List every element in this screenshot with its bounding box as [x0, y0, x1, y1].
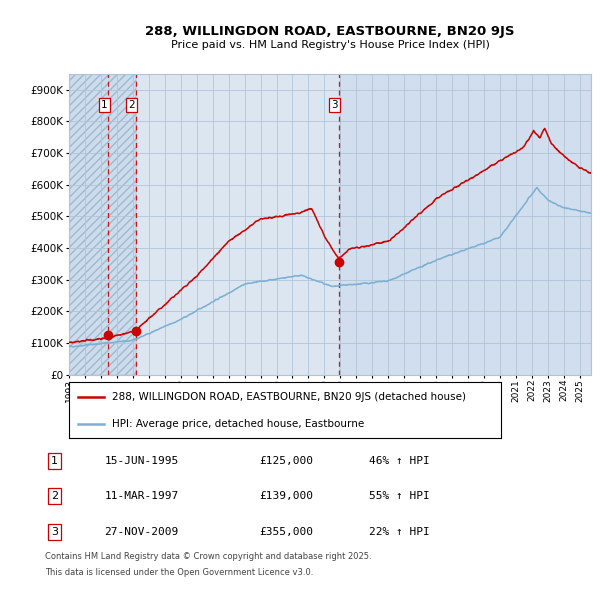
Text: 1: 1	[101, 100, 107, 110]
Text: 288, WILLINGDON ROAD, EASTBOURNE, BN20 9JS (detached house): 288, WILLINGDON ROAD, EASTBOURNE, BN20 9…	[112, 392, 466, 402]
Text: 288, WILLINGDON ROAD, EASTBOURNE, BN20 9JS: 288, WILLINGDON ROAD, EASTBOURNE, BN20 9…	[145, 25, 515, 38]
Bar	[69, 74, 136, 375]
Text: 27-NOV-2009: 27-NOV-2009	[104, 527, 179, 537]
Bar	[136, 74, 339, 375]
Text: HPI: Average price, detached house, Eastbourne: HPI: Average price, detached house, East…	[112, 419, 364, 429]
Text: 22% ↑ HPI: 22% ↑ HPI	[369, 527, 430, 537]
Text: 55% ↑ HPI: 55% ↑ HPI	[369, 491, 430, 501]
Text: Contains HM Land Registry data © Crown copyright and database right 2025.: Contains HM Land Registry data © Crown c…	[45, 552, 371, 560]
Text: 3: 3	[331, 100, 338, 110]
Bar	[108, 74, 136, 375]
Text: 1: 1	[51, 456, 58, 466]
Text: £355,000: £355,000	[259, 527, 313, 537]
Text: 11-MAR-1997: 11-MAR-1997	[104, 491, 179, 501]
Bar	[69, 74, 108, 375]
Text: 2: 2	[51, 491, 58, 501]
Text: 46% ↑ HPI: 46% ↑ HPI	[369, 456, 430, 466]
Text: Price paid vs. HM Land Registry's House Price Index (HPI): Price paid vs. HM Land Registry's House …	[170, 40, 490, 50]
Text: £139,000: £139,000	[259, 491, 313, 501]
Bar	[339, 74, 591, 375]
Text: 15-JUN-1995: 15-JUN-1995	[104, 456, 179, 466]
Text: £125,000: £125,000	[259, 456, 313, 466]
Text: This data is licensed under the Open Government Licence v3.0.: This data is licensed under the Open Gov…	[45, 568, 313, 577]
Text: 2: 2	[128, 100, 135, 110]
Text: 3: 3	[51, 527, 58, 537]
